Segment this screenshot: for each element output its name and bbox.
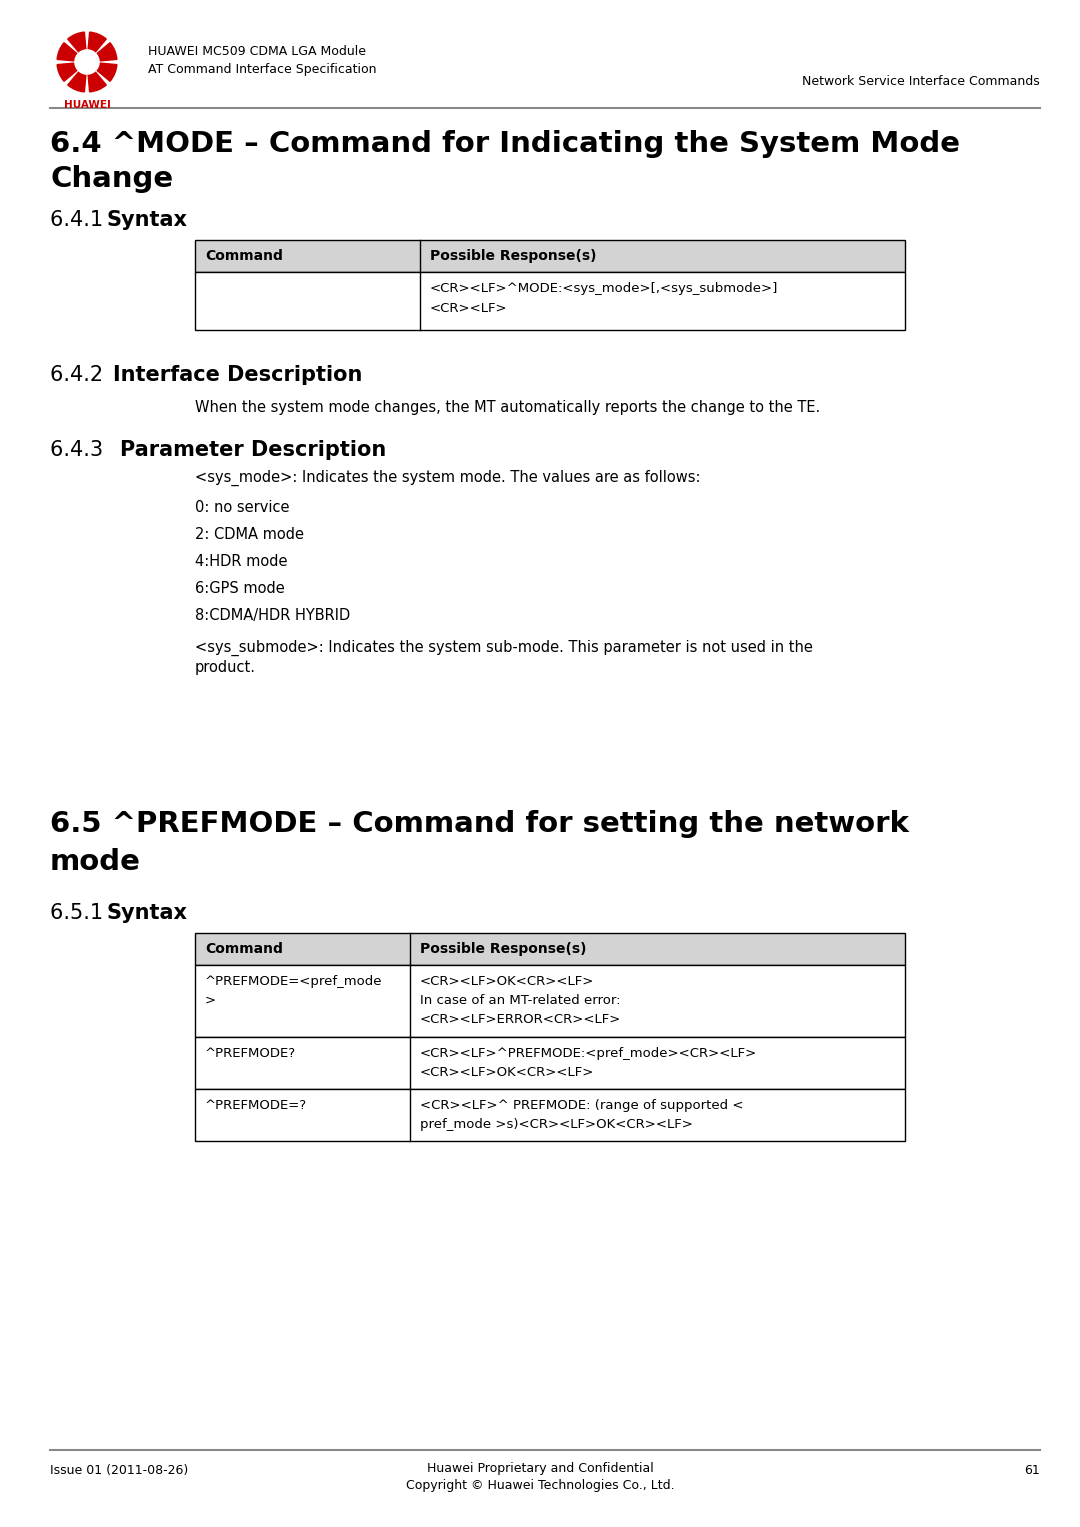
Wedge shape bbox=[89, 72, 106, 92]
Text: Issue 01 (2011-08-26): Issue 01 (2011-08-26) bbox=[50, 1464, 188, 1477]
Bar bbox=[195, 1037, 905, 1089]
Wedge shape bbox=[97, 63, 117, 81]
Text: <sys_mode>: Indicates the system mode. The values are as follows:: <sys_mode>: Indicates the system mode. T… bbox=[195, 470, 701, 486]
Text: <CR><LF>ERROR<CR><LF>: <CR><LF>ERROR<CR><LF> bbox=[420, 1012, 621, 1026]
Text: Command: Command bbox=[205, 249, 283, 263]
Text: mode: mode bbox=[50, 847, 140, 876]
Text: ^PREFMODE=<pref_mode: ^PREFMODE=<pref_mode bbox=[205, 976, 382, 988]
Text: HUAWEI MC509 CDMA LGA Module: HUAWEI MC509 CDMA LGA Module bbox=[148, 44, 366, 58]
Text: product.: product. bbox=[195, 660, 256, 675]
Text: <sys_submode>: Indicates the system sub-mode. This parameter is not used in the: <sys_submode>: Indicates the system sub-… bbox=[195, 640, 813, 657]
Text: pref_mode >s)<CR><LF>OK<CR><LF>: pref_mode >s)<CR><LF>OK<CR><LF> bbox=[420, 1118, 693, 1132]
Text: Parameter Description: Parameter Description bbox=[120, 440, 387, 460]
Text: Interface Description: Interface Description bbox=[113, 365, 363, 385]
Bar bbox=[195, 240, 905, 272]
Text: <CR><LF>^ PREFMODE: (range of supported <: <CR><LF>^ PREFMODE: (range of supported … bbox=[420, 1099, 743, 1112]
Text: <CR><LF>^MODE:<sys_mode>[,<sys_submode>]: <CR><LF>^MODE:<sys_mode>[,<sys_submode>] bbox=[430, 282, 779, 295]
Text: Syntax: Syntax bbox=[107, 902, 188, 922]
Wedge shape bbox=[68, 32, 85, 52]
Text: When the system mode changes, the MT automatically reports the change to the TE.: When the system mode changes, the MT aut… bbox=[195, 400, 820, 415]
Text: <CR><LF>OK<CR><LF>: <CR><LF>OK<CR><LF> bbox=[420, 1066, 594, 1080]
Wedge shape bbox=[89, 32, 106, 52]
Text: 6.4.1: 6.4.1 bbox=[50, 211, 110, 231]
Bar bbox=[195, 965, 905, 1037]
Text: 6.5.1: 6.5.1 bbox=[50, 902, 110, 922]
Text: AT Command Interface Specification: AT Command Interface Specification bbox=[148, 63, 377, 76]
Wedge shape bbox=[97, 43, 117, 61]
Bar bbox=[195, 933, 905, 965]
Text: Change: Change bbox=[50, 165, 173, 192]
Bar bbox=[195, 1089, 905, 1141]
Text: 8:CDMA/HDR HYBRID: 8:CDMA/HDR HYBRID bbox=[195, 608, 350, 623]
Text: Command: Command bbox=[205, 942, 283, 956]
Text: HUAWEI: HUAWEI bbox=[64, 99, 110, 110]
Text: Network Service Interface Commands: Network Service Interface Commands bbox=[802, 75, 1040, 89]
Text: Copyright © Huawei Technologies Co., Ltd.: Copyright © Huawei Technologies Co., Ltd… bbox=[406, 1480, 674, 1492]
Wedge shape bbox=[57, 43, 77, 61]
Text: 6.5 ^PREFMODE – Command for setting the network: 6.5 ^PREFMODE – Command for setting the … bbox=[50, 809, 909, 838]
Text: 2: CDMA mode: 2: CDMA mode bbox=[195, 527, 303, 542]
Text: 6:GPS mode: 6:GPS mode bbox=[195, 580, 285, 596]
Text: Possible Response(s): Possible Response(s) bbox=[420, 942, 586, 956]
Text: Huawei Proprietary and Confidential: Huawei Proprietary and Confidential bbox=[427, 1461, 653, 1475]
Text: 61: 61 bbox=[1024, 1464, 1040, 1477]
Text: 6.4.3: 6.4.3 bbox=[50, 440, 110, 460]
Bar bbox=[195, 272, 905, 330]
Text: 4:HDR mode: 4:HDR mode bbox=[195, 554, 287, 570]
Text: <CR><LF>^PREFMODE:<pref_mode><CR><LF>: <CR><LF>^PREFMODE:<pref_mode><CR><LF> bbox=[420, 1048, 757, 1060]
Text: <CR><LF>OK<CR><LF>: <CR><LF>OK<CR><LF> bbox=[420, 976, 594, 988]
Text: Syntax: Syntax bbox=[107, 211, 188, 231]
Text: In case of an MT-related error:: In case of an MT-related error: bbox=[420, 994, 621, 1006]
Text: ^PREFMODE?: ^PREFMODE? bbox=[205, 1048, 296, 1060]
Wedge shape bbox=[57, 63, 77, 81]
Text: 6.4.2: 6.4.2 bbox=[50, 365, 110, 385]
Text: ^PREFMODE=?: ^PREFMODE=? bbox=[205, 1099, 307, 1112]
Text: Possible Response(s): Possible Response(s) bbox=[430, 249, 596, 263]
Text: 6.4 ^MODE – Command for Indicating the System Mode: 6.4 ^MODE – Command for Indicating the S… bbox=[50, 130, 960, 157]
Wedge shape bbox=[68, 72, 85, 92]
Text: <CR><LF>: <CR><LF> bbox=[430, 302, 508, 315]
Text: >: > bbox=[205, 994, 216, 1006]
Text: 0: no service: 0: no service bbox=[195, 499, 289, 515]
